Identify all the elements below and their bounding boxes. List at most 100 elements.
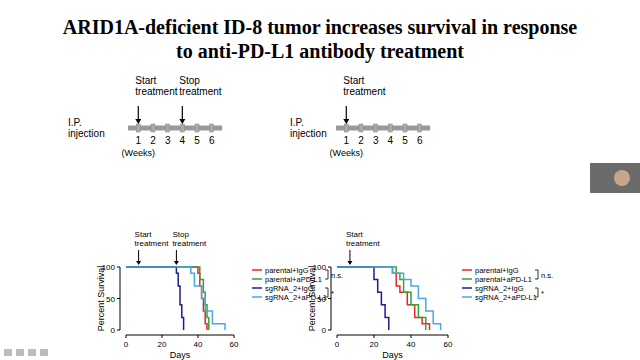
x-tick-label: 20 [370,340,379,349]
x-tick [337,335,338,338]
text-line: Stop [179,75,200,86]
legend: parental+IgGparental+aPD-L1sgRNA_2+IgGsg… [462,266,553,302]
injection-marker [166,124,170,132]
event-label: Stoptreatment [179,75,221,97]
week-label: 1 [136,135,142,146]
injection-marker [195,124,199,132]
injection-marker [403,124,407,132]
injection-marker [344,124,348,132]
comparison-label: n.s. [541,271,553,280]
x-axis [337,335,448,336]
chart: 0501000204060DaysPercent SurvivalStarttr… [307,230,553,360]
text-line: treatment [343,86,385,97]
injection-marker [151,124,155,132]
legend-swatch [252,296,262,298]
x-tick-label: 0 [124,340,129,349]
survival-curve [126,267,225,330]
x-tick-label: 60 [230,340,239,349]
comparison-label: n.s. [331,271,343,280]
arrow-head [179,119,185,124]
week-label: 6 [209,135,215,146]
x-tick [234,335,235,338]
text-line: treatment [346,239,381,248]
background [0,0,640,360]
plot-area [337,267,441,330]
injection-marker [210,124,214,132]
legend: parental+IgGparental+aPD-L1sgRNA_2+IgGsg… [252,266,343,302]
week-label: 6 [417,135,423,146]
legend-swatch [462,287,472,289]
week-label: 5 [402,135,408,146]
y-tick-label: 0 [111,326,116,335]
text-line: treatment [135,239,170,248]
chart: 0501000204060DaysPercent SurvivalStarttr… [96,230,343,360]
legend-label: parental+IgG [265,266,309,275]
x-tick [448,335,449,338]
x-tick [198,335,199,338]
plot-area [126,267,225,330]
x-tick-label: 0 [335,340,340,349]
video-thumbnail [590,163,640,193]
arrow-head [347,261,352,265]
y-axis-label: Percent Survival [96,266,106,332]
text-line: Stop [172,230,189,239]
legend-label: sgRNA_2+aPD-L1 [475,293,537,302]
y-tick [117,330,120,331]
y-tick-label: 50 [317,295,326,304]
injection-marker [180,124,184,132]
timeline-label: I.P.injection [290,117,327,139]
x-tick-label: 20 [158,340,167,349]
injection-marker [359,124,363,132]
arrow-head [136,261,141,265]
y-tick [117,267,120,268]
text-line: treatment [179,86,221,97]
legend-swatch [252,278,262,280]
week-label: 3 [165,135,171,146]
text-line: injection [290,128,327,139]
x-tick-label: 60 [444,340,453,349]
legend-swatch [462,278,472,280]
y-tick [117,298,120,299]
survival-curve [337,267,389,330]
survival-curve [337,267,441,330]
x-tick-label: 40 [194,340,203,349]
event-label: Starttreatment [135,75,177,97]
legend-swatch [252,287,262,289]
injection-marker [388,124,392,132]
unit-label: (Weeks) [330,148,363,158]
injection-marker [136,124,140,132]
week-label: 3 [373,135,379,146]
timeline-bar [336,126,430,131]
legend-label: parental+aPD-L1 [475,275,532,284]
timeline: I.P.injection123456(Weeks)Starttreatment… [68,75,222,158]
comparison-bracket [535,288,538,297]
annotation: Starttreatment [346,230,381,248]
legend-label: sgRNA_2+IgG [475,284,524,293]
nav-icon [40,349,48,356]
nav-icon [28,349,36,356]
text-line: Start [343,75,364,86]
annotation: Starttreatment [135,230,170,248]
text-line: Start [346,230,364,239]
title-line: ARID1A-deficient ID-8 tumor increases su… [63,16,578,39]
annotation: Stoptreatment [172,230,207,248]
event-label: Starttreatment [343,75,385,97]
text-line: I.P. [68,117,82,128]
timeline: I.P.injection123456(Weeks)Starttreatment [290,75,430,158]
text-line: Start [135,75,156,86]
x-tick-label: 40 [407,340,416,349]
text-line: treatment [135,86,177,97]
legend-label: parental+IgG [475,266,519,275]
week-label: 2 [150,135,156,146]
x-axis-label: Days [382,350,403,360]
y-tick-label: 50 [106,295,115,304]
y-tick [328,330,331,331]
timeline-label: I.P.injection [68,117,105,139]
x-tick [374,335,375,338]
comparison-label: * [541,289,544,298]
arrow-head [174,261,179,265]
week-label: 1 [344,135,350,146]
survival-curve [337,267,426,330]
slide: ARID1A-deficient ID-8 tumor increases su… [0,0,640,360]
unit-label: (Weeks) [122,148,155,158]
